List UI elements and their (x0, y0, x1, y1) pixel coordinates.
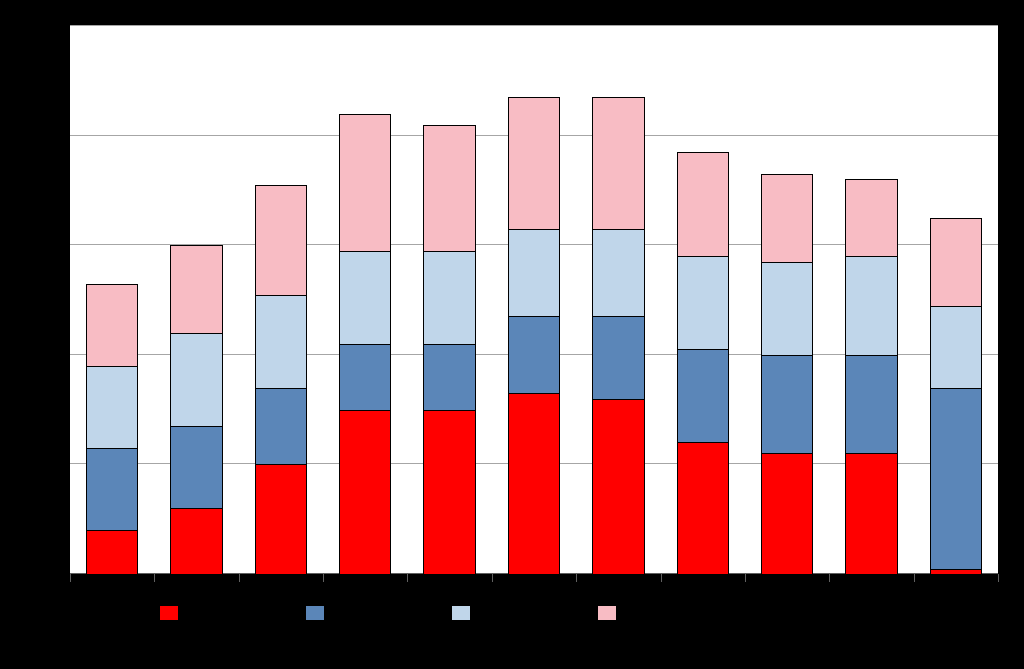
bar-segment-s2 (677, 349, 729, 442)
bar-segment-s2 (508, 316, 560, 393)
x-tick (914, 574, 915, 582)
bar-segment-s2 (930, 388, 982, 569)
legend-item (160, 606, 186, 620)
bar (845, 179, 897, 574)
bar (592, 97, 644, 574)
bar-segment-s3 (677, 256, 729, 349)
bar-segment-s1 (339, 410, 391, 574)
bar-segment-s4 (930, 218, 982, 306)
bar (677, 152, 729, 574)
bar (930, 218, 982, 574)
bar-segment-s1 (761, 453, 813, 574)
bar-segment-s1 (508, 393, 560, 574)
bar-segment-s3 (930, 306, 982, 388)
legend-item (306, 606, 332, 620)
legend-swatch-s2 (306, 606, 324, 620)
bar-segment-s3 (86, 366, 138, 448)
x-tick (576, 574, 577, 582)
bar-segment-s2 (255, 388, 307, 465)
bar-segment-s3 (170, 333, 222, 426)
bar (170, 245, 222, 574)
bar (508, 97, 560, 574)
x-tick (323, 574, 324, 582)
bar-segment-s4 (677, 152, 729, 256)
bar-segment-s2 (423, 344, 475, 410)
bar-segment-s4 (592, 97, 644, 229)
bar-segment-s1 (930, 569, 982, 574)
bar-segment-s4 (423, 125, 475, 251)
legend-swatch-s3 (452, 606, 470, 620)
bar (255, 185, 307, 574)
bar-segment-s3 (339, 251, 391, 344)
bar-segment-s1 (845, 453, 897, 574)
bar-segment-s2 (339, 344, 391, 410)
bar (761, 174, 813, 574)
bar-segment-s1 (255, 464, 307, 574)
bar-segment-s1 (592, 399, 644, 574)
x-tick (745, 574, 746, 582)
chart-container (0, 0, 1024, 669)
bar-segment-s4 (845, 179, 897, 256)
bar-segment-s1 (86, 530, 138, 574)
bar-segment-s4 (508, 97, 560, 229)
bar-segment-s3 (592, 229, 644, 317)
gridline (70, 25, 998, 26)
bar-segment-s3 (508, 229, 560, 317)
bar-segment-s4 (170, 245, 222, 333)
x-tick (239, 574, 240, 582)
legend (160, 606, 744, 620)
x-tick (70, 574, 71, 582)
bar-segment-s1 (170, 508, 222, 574)
plot-area (70, 26, 998, 574)
bar-segment-s4 (255, 185, 307, 295)
x-tick (829, 574, 830, 582)
legend-item (598, 606, 624, 620)
bar-segment-s4 (339, 114, 391, 251)
x-tick (407, 574, 408, 582)
x-tick (998, 574, 999, 582)
bar-segment-s3 (761, 262, 813, 355)
bar (86, 284, 138, 574)
bar-segment-s1 (677, 442, 729, 574)
x-tick (492, 574, 493, 582)
bar-segment-s2 (761, 355, 813, 454)
bar-segment-s2 (845, 355, 897, 454)
bar-segment-s2 (592, 316, 644, 398)
x-tick (661, 574, 662, 582)
legend-swatch-s1 (160, 606, 178, 620)
bar-segment-s4 (761, 174, 813, 262)
bar (423, 125, 475, 574)
bar-segment-s4 (86, 284, 138, 366)
x-tick (154, 574, 155, 582)
bar-segment-s3 (845, 256, 897, 355)
bar-segment-s2 (170, 426, 222, 508)
bar-segment-s1 (423, 410, 475, 574)
legend-swatch-s4 (598, 606, 616, 620)
bar-segment-s3 (423, 251, 475, 344)
legend-item (452, 606, 478, 620)
bar-segment-s3 (255, 295, 307, 388)
bar-segment-s2 (86, 448, 138, 530)
bar (339, 114, 391, 574)
